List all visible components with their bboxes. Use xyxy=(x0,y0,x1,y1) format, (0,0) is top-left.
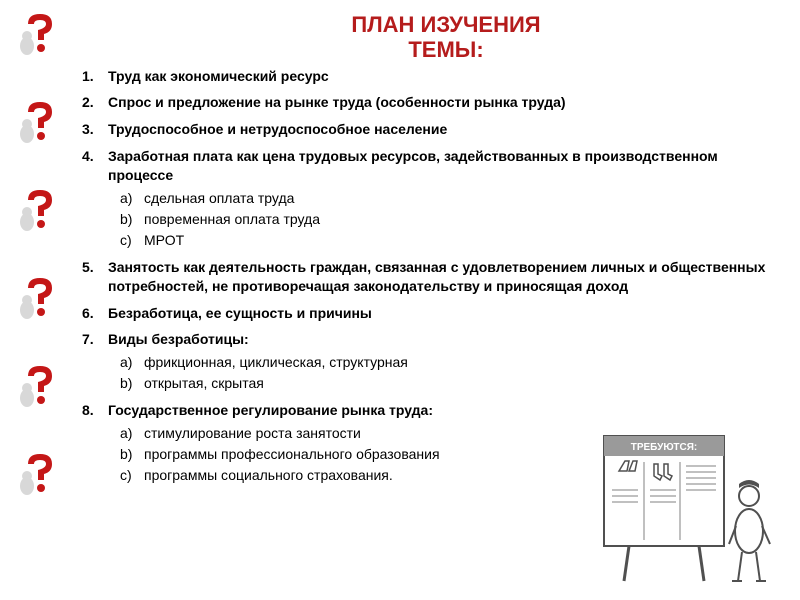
list-item-label: Государственное регулирование рынка труд… xyxy=(108,402,433,418)
question-figure-icon xyxy=(12,272,64,324)
title-line-2: ТЕМЫ: xyxy=(408,37,483,62)
list-item-label: Виды безработицы: xyxy=(108,331,249,347)
question-figure-icon xyxy=(12,184,64,236)
list-item: Спрос и предложение на рынке труда (особ… xyxy=(82,93,780,112)
list-item: Виды безработицы: фрикционная, циклическ… xyxy=(82,330,780,393)
question-figure-icon xyxy=(12,8,64,60)
question-figure-icon xyxy=(12,96,64,148)
list-item: Заработная плата как цена трудовых ресур… xyxy=(82,147,780,249)
list-item: Безработица, ее сущность и причины xyxy=(82,304,780,323)
sub-list: сдельная оплата труда повременная оплата… xyxy=(120,189,780,250)
list-item: Труд как экономический ресурс xyxy=(82,67,780,86)
sub-list-item: МРОТ xyxy=(120,231,780,250)
sub-list-label: стимулирование роста занятости xyxy=(144,425,361,441)
outline-content: Труд как экономический ресурс Спрос и пр… xyxy=(82,67,780,485)
list-item-label: Занятость как деятельность граждан, связ… xyxy=(108,259,765,294)
job-board-illustration: ТРЕБУЮТСЯ: xyxy=(584,426,784,586)
question-figure-icon xyxy=(12,360,64,412)
sub-list-label: программы социального страхования. xyxy=(144,467,393,483)
list-item-label: Спрос и предложение на рынке труда (особ… xyxy=(108,94,566,110)
sub-list-label: повременная оплата труда xyxy=(144,211,320,227)
list-item-label: Заработная плата как цена трудовых ресур… xyxy=(108,148,718,183)
sign-text: ТРЕБУЮТСЯ: xyxy=(631,442,698,453)
list-item: Занятость как деятельность граждан, связ… xyxy=(82,258,780,296)
list-item-label: Безработица, ее сущность и причины xyxy=(108,305,372,321)
sub-list-item: открытая, скрытая xyxy=(120,374,780,393)
sidebar-icons xyxy=(12,8,68,500)
main-list: Труд как экономический ресурс Спрос и пр… xyxy=(82,67,780,485)
sub-list-label: МРОТ xyxy=(144,232,184,248)
sub-list-item: фрикционная, циклическая, структурная xyxy=(120,353,780,372)
sub-list-item: повременная оплата труда xyxy=(120,210,780,229)
sub-list-label: сдельная оплата труда xyxy=(144,190,294,206)
title-line-1: ПЛАН ИЗУЧЕНИЯ xyxy=(351,12,540,37)
sub-list-item: сдельная оплата труда xyxy=(120,189,780,208)
sub-list: фрикционная, циклическая, структурная от… xyxy=(120,353,780,393)
page-title: ПЛАН ИЗУЧЕНИЯ ТЕМЫ: xyxy=(112,12,780,63)
sub-list-label: открытая, скрытая xyxy=(144,375,264,391)
sub-list-label: программы профессионального образования xyxy=(144,446,440,462)
list-item-label: Труд как экономический ресурс xyxy=(108,68,329,84)
question-figure-icon xyxy=(12,448,64,500)
list-item-label: Трудоспособное и нетрудоспособное населе… xyxy=(108,121,447,137)
list-item: Трудоспособное и нетрудоспособное населе… xyxy=(82,120,780,139)
sub-list-label: фрикционная, циклическая, структурная xyxy=(144,354,408,370)
